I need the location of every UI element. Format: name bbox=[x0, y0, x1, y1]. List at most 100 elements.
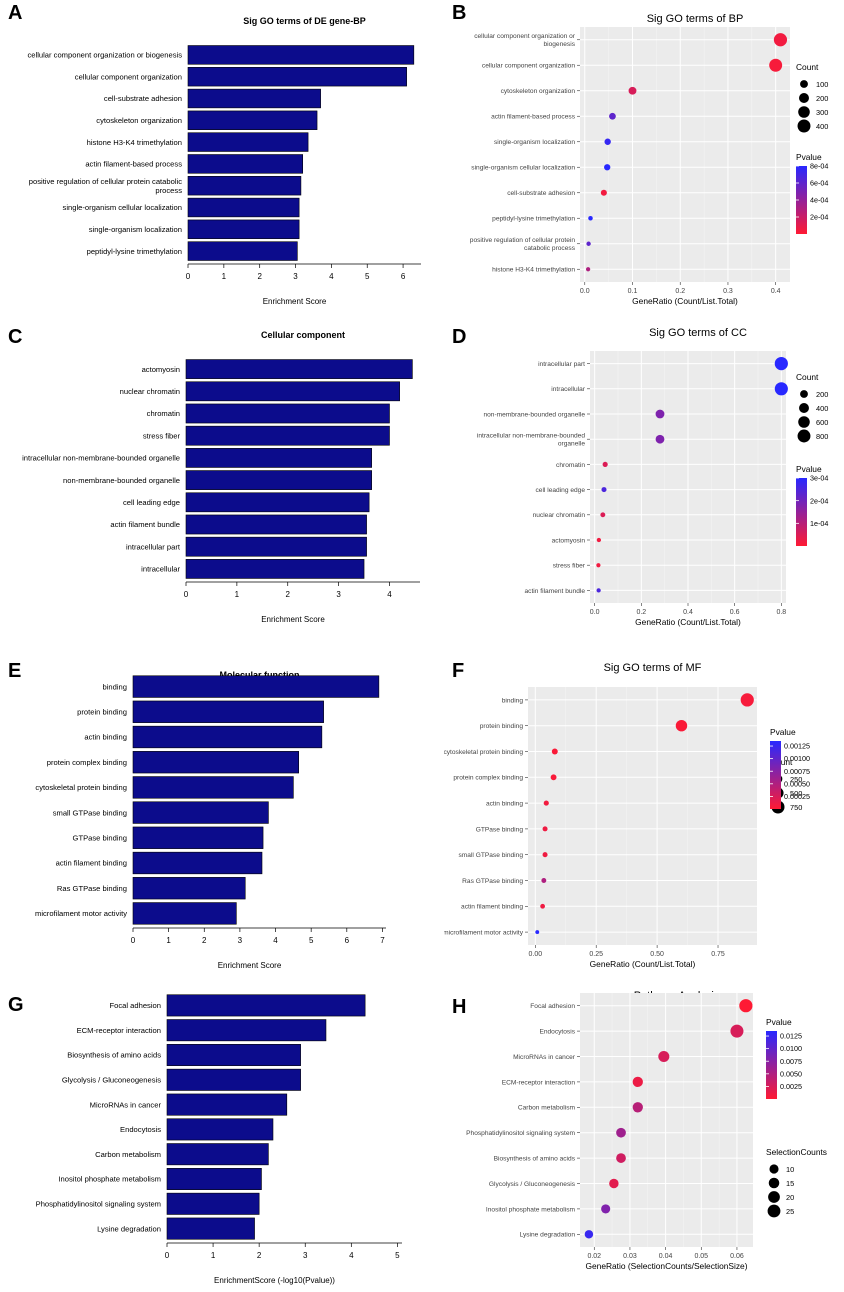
category-label: single-organism cellular localization bbox=[63, 203, 182, 212]
size-legend-key bbox=[798, 416, 810, 428]
category-label: biogenesis bbox=[543, 41, 575, 48]
category-label: non-membrane-bounded organelle bbox=[63, 476, 180, 485]
category-label: GTPase binding bbox=[476, 826, 524, 833]
panel-label-c: C bbox=[8, 326, 23, 348]
category-label: Carbon metabolism bbox=[95, 1150, 161, 1159]
category-label: Endocytosis bbox=[539, 1029, 575, 1036]
bar bbox=[187, 241, 298, 261]
color-legend-label: 8e-04 bbox=[810, 162, 828, 171]
dot-plot-cc: Sig GO terms of CC intracellular part intr… bbox=[477, 327, 829, 627]
color-legend-label: 2e-04 bbox=[810, 496, 828, 505]
chart-title: Sig GO terms of DE gene-BP bbox=[243, 16, 366, 26]
x-tick-label: 0.2 bbox=[675, 288, 685, 295]
x-tick-label: 6 bbox=[401, 272, 406, 281]
category-label: actomyosin bbox=[552, 537, 586, 544]
x-tick-label: 3 bbox=[303, 1251, 308, 1260]
bar bbox=[132, 776, 294, 799]
dot-plot-bp: Sig GO terms of BP cellular component org… bbox=[470, 13, 829, 306]
data-point bbox=[774, 357, 788, 371]
size-legend-label: 400 bbox=[816, 404, 828, 413]
category-label: cellular component organization or bbox=[474, 33, 576, 40]
data-point bbox=[740, 693, 754, 707]
size-legend-title: SelectionCounts bbox=[766, 1147, 827, 1157]
category-label: Focal adhesion bbox=[109, 1001, 161, 1010]
category-label: intracellular part bbox=[538, 361, 585, 368]
size-legend-label: 750 bbox=[790, 803, 802, 812]
bar bbox=[187, 154, 304, 174]
x-tick-label: 0.25 bbox=[589, 951, 603, 958]
x-tick-label: 5 bbox=[395, 1251, 400, 1260]
bar bbox=[132, 675, 380, 698]
color-legend-label: 6e-04 bbox=[810, 179, 828, 188]
x-tick-label: 0.04 bbox=[659, 1253, 673, 1260]
data-point bbox=[551, 748, 558, 755]
size-legend-key bbox=[768, 1191, 780, 1203]
bar bbox=[132, 751, 299, 774]
bar bbox=[132, 700, 324, 723]
data-point bbox=[658, 1050, 670, 1063]
bar-chart-cc: Cellular component actomyosin nuclear chro… bbox=[22, 330, 420, 624]
data-point bbox=[541, 878, 547, 883]
data-point bbox=[730, 1024, 744, 1038]
category-label: cytoskeletal protein binding bbox=[35, 783, 127, 792]
bar bbox=[166, 1044, 301, 1066]
data-point bbox=[675, 719, 688, 732]
data-point bbox=[586, 241, 591, 246]
bar bbox=[166, 1143, 269, 1166]
color-legend-bar bbox=[796, 166, 807, 234]
panel-label-g: G bbox=[8, 994, 24, 1016]
x-axis-title: EnrichmentScore (-log10(Pvalue)) bbox=[214, 1276, 335, 1285]
bar bbox=[187, 45, 415, 65]
color-legend-label: 0.00100 bbox=[784, 754, 810, 763]
data-point bbox=[596, 537, 602, 543]
x-tick-label: 7 bbox=[380, 936, 385, 945]
data-point bbox=[596, 588, 601, 593]
x-tick-label: 0.50 bbox=[650, 951, 664, 958]
size-legend-key bbox=[800, 390, 808, 398]
category-label: Carbon metabolism bbox=[518, 1105, 576, 1112]
size-legend-label: 500 bbox=[790, 789, 802, 798]
category-label: Ras GTPase binding bbox=[57, 884, 127, 893]
category-label: ECM-receptor interaction bbox=[502, 1079, 576, 1086]
category-label: single-organism localization bbox=[494, 139, 575, 146]
x-tick-label: 5 bbox=[365, 272, 370, 281]
size-legend-label: 300 bbox=[816, 108, 828, 117]
x-axis-title: Enrichment Score bbox=[261, 615, 325, 624]
color-legend-title: Pvalue bbox=[766, 1017, 792, 1027]
size-legend-key bbox=[767, 1204, 781, 1218]
data-point bbox=[543, 800, 549, 806]
data-point bbox=[628, 86, 637, 95]
data-point bbox=[550, 774, 557, 781]
x-axis-title: GeneRatio (SelectionCounts/SelectionSize… bbox=[585, 1261, 747, 1271]
category-label: peptidyl-lysine trimethylation bbox=[87, 247, 182, 256]
category-label: stress fiber bbox=[553, 563, 586, 570]
x-tick-label: 0.03 bbox=[623, 1253, 637, 1260]
category-label: microfilament motor activity bbox=[35, 909, 127, 918]
x-tick-label: 0.75 bbox=[711, 951, 725, 958]
data-point bbox=[600, 512, 606, 518]
category-label: cytoskeleton organization bbox=[96, 116, 182, 125]
x-tick-label: 0.1 bbox=[628, 288, 638, 295]
x-tick-label: 3 bbox=[336, 590, 341, 599]
dot-plot-pathway: Pathway AnalysisFocal adhesionEndocytosi… bbox=[466, 990, 827, 1271]
bar-chart-pathway: Pathway AnalysisFocal adhesionECM-recept… bbox=[36, 994, 402, 1285]
size-legend-title: Count bbox=[770, 757, 793, 767]
color-legend-label: 2e-04 bbox=[810, 213, 828, 222]
category-label: Phosphatidylinositol signaling system bbox=[36, 1199, 161, 1208]
bar bbox=[185, 470, 372, 490]
color-legend-label: 0.0075 bbox=[780, 1057, 802, 1066]
x-tick-label: 2 bbox=[257, 272, 262, 281]
data-point bbox=[600, 189, 607, 196]
x-tick-label: 4 bbox=[329, 272, 334, 281]
bar bbox=[132, 826, 264, 849]
x-tick-label: 1 bbox=[211, 1251, 216, 1260]
bar-chart-bp: Sig GO terms of DE gene-BP cellular compo… bbox=[27, 16, 421, 306]
x-tick-label: 0.6 bbox=[730, 609, 740, 616]
color-legend-label: 4e-04 bbox=[810, 196, 828, 205]
data-point bbox=[609, 112, 616, 120]
category-label: Phosphatidylinositol signaling system bbox=[466, 1130, 575, 1137]
category-label: GTPase binding bbox=[73, 833, 127, 842]
x-tick-label: 3 bbox=[293, 272, 298, 281]
category-label: MicroRNAs in cancer bbox=[513, 1054, 576, 1061]
category-label: cell leading edge bbox=[536, 487, 586, 494]
